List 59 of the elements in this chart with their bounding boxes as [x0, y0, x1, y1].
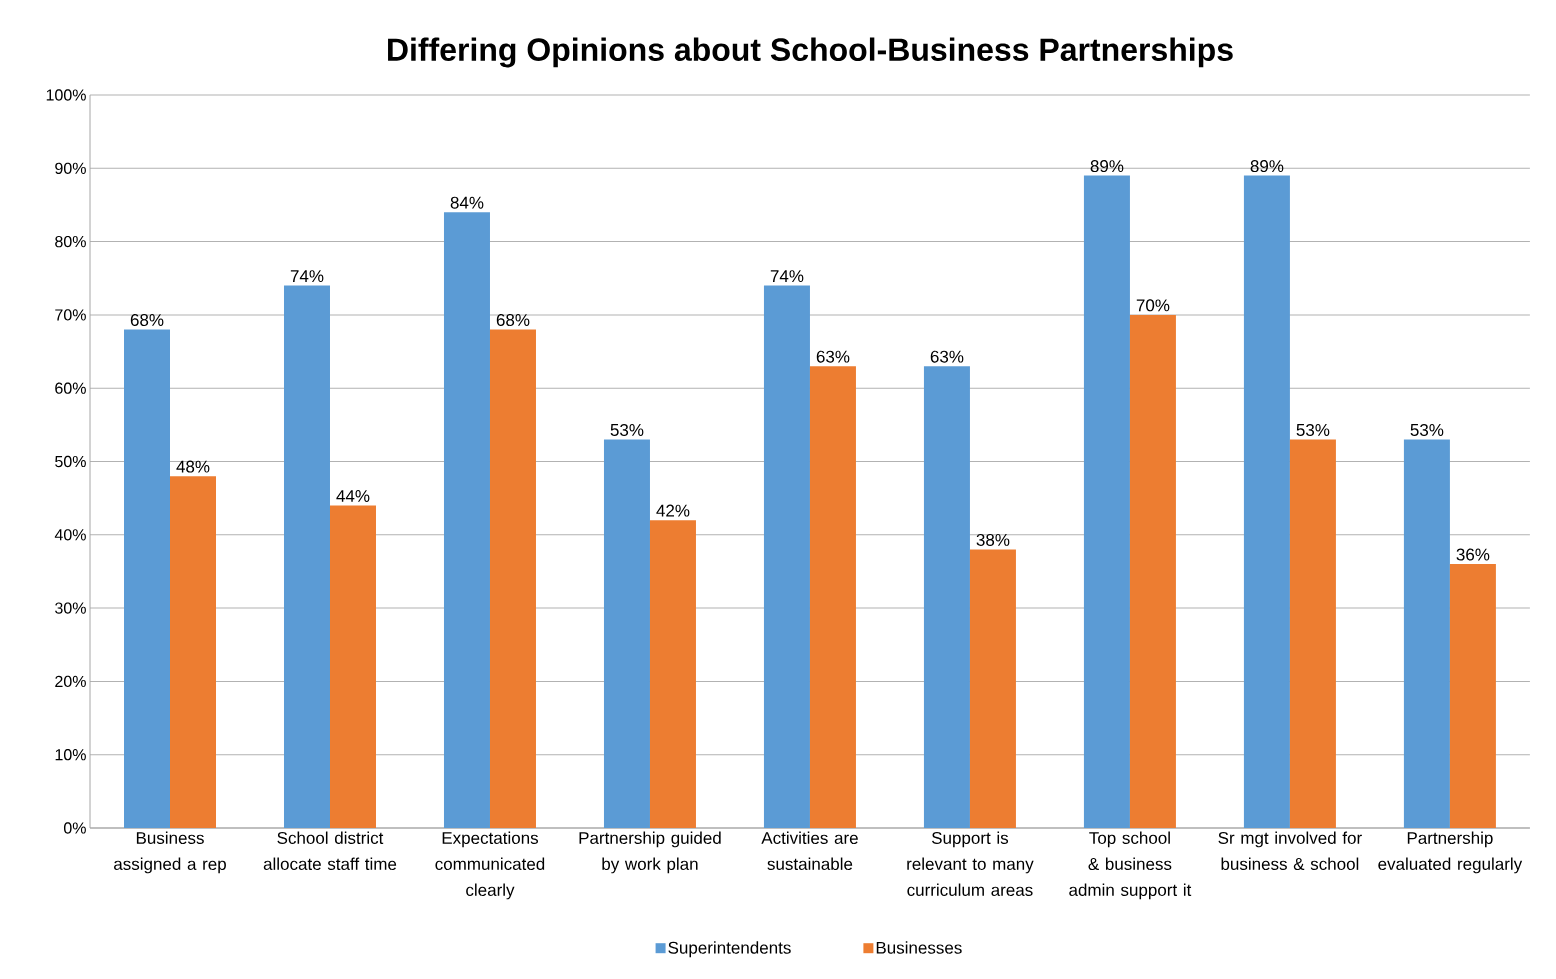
- y-tick-label: 20%: [55, 675, 86, 688]
- data-label: 48%: [176, 460, 210, 473]
- bar: [969, 549, 1016, 828]
- data-label: 36%: [1456, 548, 1490, 561]
- bar: [1449, 564, 1496, 828]
- bar: [443, 212, 490, 828]
- data-label: 70%: [1136, 299, 1170, 312]
- bar: [489, 329, 536, 828]
- data-label: 63%: [816, 350, 850, 363]
- bar: [1403, 439, 1450, 828]
- data-label: 53%: [1296, 423, 1330, 436]
- data-label: 74%: [290, 270, 324, 283]
- y-tick-label: 90%: [55, 162, 86, 174]
- data-label: 74%: [770, 270, 804, 283]
- bar: [1129, 314, 1176, 828]
- x-tick-label: Activities are sustainable: [761, 831, 858, 871]
- bar: [329, 505, 376, 828]
- x-tick-label: School district allocate staff time: [263, 831, 397, 871]
- bar: [124, 329, 170, 828]
- data-label: 42%: [656, 504, 690, 517]
- bar: [170, 476, 216, 828]
- x-tick-label: Partnership evaluated regularly: [1378, 831, 1523, 874]
- x-tick-label: Partnership guided by work plan: [579, 831, 721, 874]
- y-tick-label: 50%: [55, 455, 86, 468]
- chart-title: Differing Opinions about School-Business Partnerships: [388, 37, 1233, 68]
- x-tick-label: Expectations communicated clearly: [435, 831, 545, 900]
- data-label: 89%: [1090, 160, 1124, 173]
- y-tick-label: 40%: [54, 529, 86, 541]
- data-label: 44%: [336, 490, 370, 502]
- y-tick-label: 10%: [55, 749, 86, 761]
- y-tick-label: 30%: [55, 602, 86, 614]
- bar: [1289, 439, 1336, 828]
- data-label: 68%: [130, 313, 164, 327]
- legend-label: Businesses: [876, 941, 962, 954]
- data-label: 68%: [496, 313, 530, 327]
- data-label: 53%: [610, 423, 644, 436]
- data-label: 63%: [930, 350, 964, 363]
- bar: [923, 366, 970, 828]
- data-label: 53%: [1410, 423, 1444, 436]
- bar: [603, 439, 650, 828]
- bar: [763, 285, 810, 828]
- bar: [649, 520, 696, 828]
- data-label: 38%: [976, 533, 1010, 546]
- y-tick-label: 60%: [55, 382, 86, 394]
- x-tick-label: Business assigned a rep: [114, 831, 226, 874]
- x-tick-label: Support is relevant to many curriculum areas: [907, 831, 1034, 897]
- bar: [809, 366, 856, 828]
- y-tick-label: 0%: [63, 822, 86, 834]
- x-tick-label: Sr mgt involved for business & school: [1218, 831, 1362, 871]
- y-tick-label: 100%: [46, 89, 86, 101]
- data-label: 89%: [1250, 160, 1284, 173]
- x-tick-label: Top school & business admin support it: [1069, 831, 1192, 900]
- bar: [1243, 175, 1290, 828]
- bar: [1083, 175, 1130, 828]
- legend-label: Superintendents: [668, 941, 791, 958]
- data-label: 84%: [450, 196, 484, 209]
- y-tick-label: 70%: [55, 309, 86, 321]
- bar: [283, 285, 330, 828]
- y-tick-label: 80%: [55, 235, 86, 248]
